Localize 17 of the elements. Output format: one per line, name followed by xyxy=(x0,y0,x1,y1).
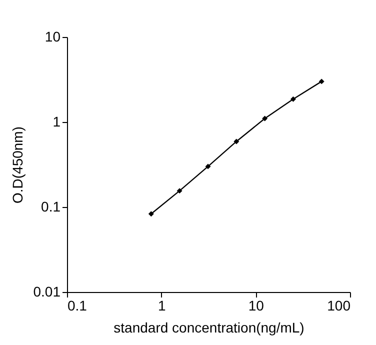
y-tick-label: 0.1 xyxy=(41,198,61,214)
y-tick-label: 0.01 xyxy=(33,284,61,300)
x-axis-title: standard concentration(ng/mL) xyxy=(114,320,304,336)
y-tick-label: 1 xyxy=(52,114,61,130)
point xyxy=(318,78,324,84)
x-tick-label: 10 xyxy=(248,298,264,314)
y-tick-label: 10 xyxy=(44,28,61,44)
point xyxy=(290,96,296,102)
point xyxy=(176,188,182,194)
point xyxy=(148,211,154,217)
y-axis-title: O.D(450nm) xyxy=(9,126,26,204)
x-tick-label: 100 xyxy=(327,298,351,314)
point xyxy=(234,138,240,144)
x-tick-label: 1 xyxy=(158,298,166,314)
x-tick-label: 0.1 xyxy=(68,298,88,314)
point xyxy=(262,116,268,122)
point xyxy=(205,164,211,170)
